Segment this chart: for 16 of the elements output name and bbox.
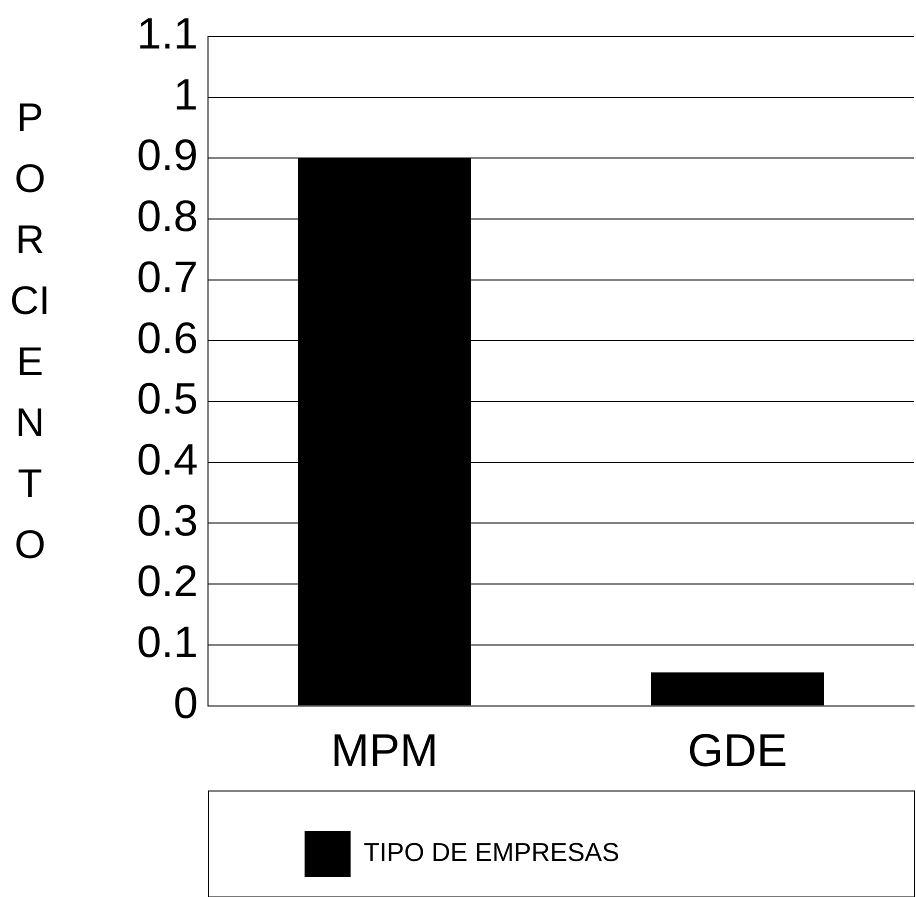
y-tick-label: 1	[174, 70, 198, 120]
x-tick-label: MPM	[330, 724, 438, 776]
x-tick-label: GDE	[688, 724, 788, 776]
y-tick-label: 0.6	[136, 314, 198, 363]
y-tick-label: 0.2	[136, 557, 198, 606]
y-axis-title: PORCIENTO	[10, 95, 50, 569]
y-tick-label: 0.1	[136, 618, 198, 668]
y-tick-label: 1.1	[136, 10, 198, 59]
y-tick-label: 0.4	[136, 436, 198, 485]
legend-label: TIPO DE EMPRESAS	[364, 837, 620, 868]
y-tick-label: 0.8	[136, 192, 198, 242]
y-tick-label: 0.7	[136, 252, 198, 302]
y-tick-label: 0.9	[136, 131, 198, 180]
y-tick-label: 0	[174, 678, 198, 728]
y-tick-label: 0.3	[136, 496, 198, 546]
y-tick-label: 0.5	[136, 374, 198, 424]
